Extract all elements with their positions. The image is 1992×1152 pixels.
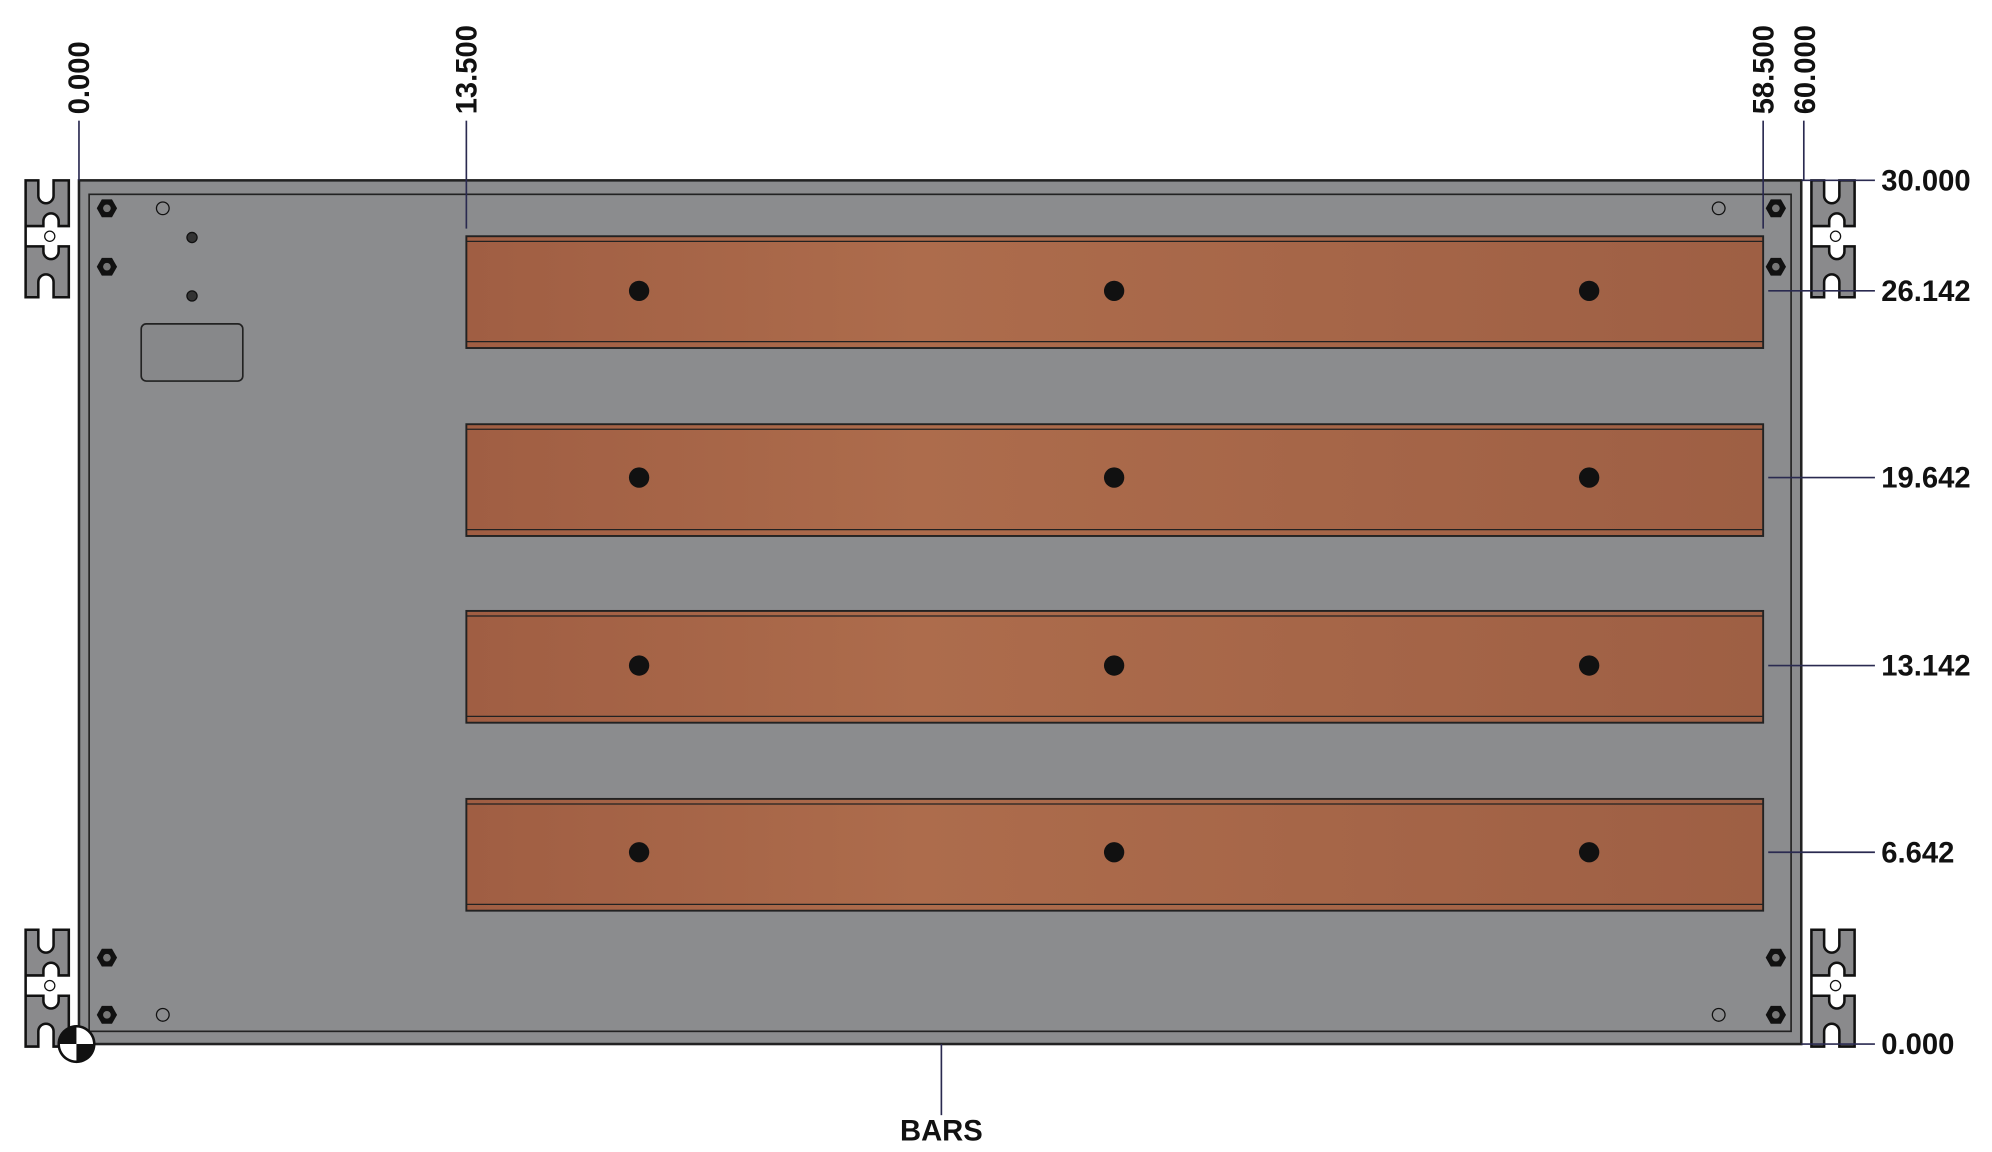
dimension-label: 13.142 (1881, 651, 1970, 683)
dimension-label: 58.500 (1748, 25, 1780, 114)
callout-label: BARS (900, 1116, 983, 1148)
dimension-label: 13.500 (452, 25, 484, 114)
dimension-label: 0.000 (64, 41, 96, 114)
dimension-label: 19.642 (1881, 463, 1970, 495)
dimension-label: 60.000 (1790, 25, 1822, 114)
dimension-label: 26.142 (1881, 276, 1970, 308)
dimension-label: 6.642 (1881, 837, 1954, 869)
dimension-label: 0.000 (1881, 1029, 1954, 1061)
bars (465, 235, 1765, 912)
dimension-label: 30.000 (1881, 166, 1970, 198)
dimension-lines (78, 120, 1875, 1116)
